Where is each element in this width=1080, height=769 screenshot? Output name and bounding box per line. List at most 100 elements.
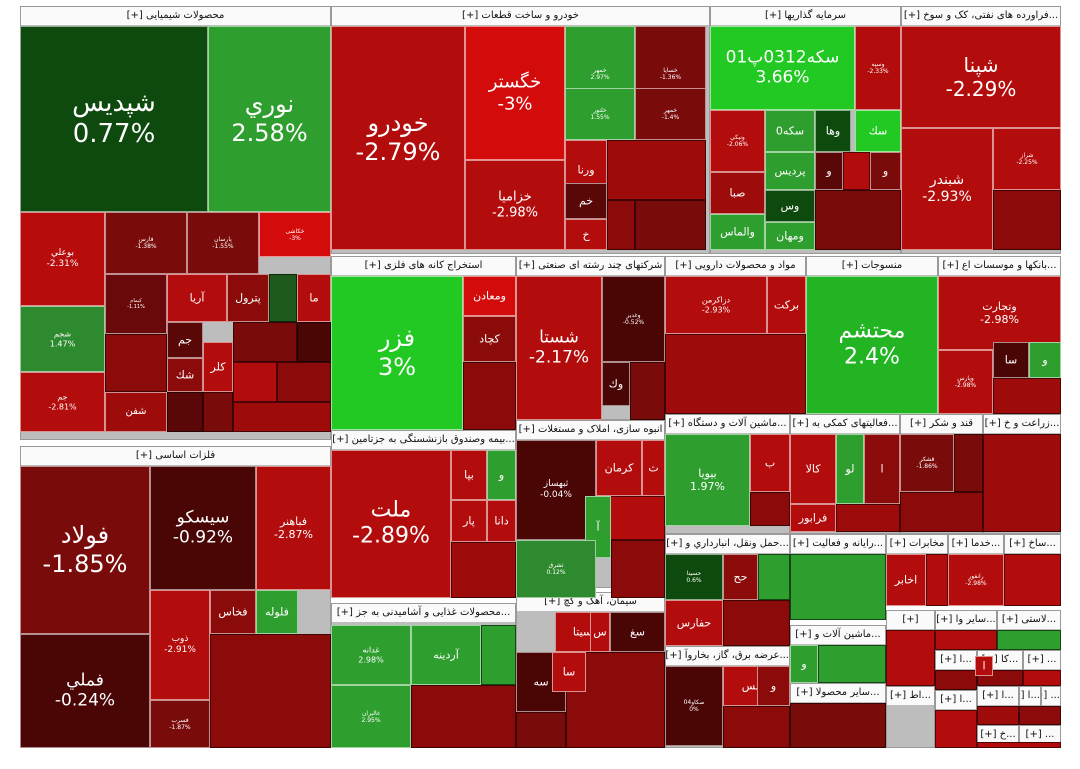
sector-small-8-header[interactable]: ...ا [+] bbox=[978, 687, 1018, 705]
sector-textiles-header[interactable]: منسوجات [+] bbox=[807, 257, 937, 275]
stock-tile[interactable]: خودرو -2.79% bbox=[331, 26, 465, 250]
stock-tile[interactable]: کچاد bbox=[463, 316, 516, 362]
sector-small-2-header[interactable]: ...ا [+] bbox=[936, 651, 976, 669]
stock-tile[interactable]: فارس -1.38% bbox=[105, 212, 187, 274]
stock-tile[interactable]: شك bbox=[167, 358, 203, 392]
sector-telecom-header[interactable]: مخابرات [+] bbox=[887, 535, 947, 553]
sector-small-1-header[interactable]: [+] bbox=[887, 611, 934, 629]
stock-tile[interactable]: ثبهساز -0.04% bbox=[516, 440, 596, 540]
sector-machinery-2-header[interactable]: ...ماشین آلات و [+] bbox=[791, 626, 885, 644]
stock-tile[interactable]: صبا bbox=[710, 172, 765, 214]
stock-tile[interactable]: دزاكرمن -2.93% bbox=[665, 276, 767, 334]
stock-tile[interactable]: آردينه bbox=[411, 625, 481, 685]
stock-tile[interactable]: سكه0312پ01 3.66% bbox=[710, 26, 855, 110]
stock-tile[interactable]: وسپه -2.33% bbox=[855, 26, 901, 110]
stock-tile[interactable]: نوري 2.58% bbox=[208, 26, 331, 212]
sector-refined-petroleum-header[interactable]: ...فراورده های نفتی، کک و سوخ [+] bbox=[902, 7, 1060, 25]
stock-tile[interactable]: وها bbox=[815, 110, 851, 152]
sector-rubber-header[interactable]: ...لاستی [+] bbox=[998, 611, 1060, 629]
sector-investment-header[interactable]: سرمایه گذاریها [+] bbox=[711, 7, 900, 25]
stock-tile[interactable]: خم bbox=[565, 183, 607, 219]
sector-banks-header[interactable]: ...بانکها و موسسات اع [+] bbox=[939, 257, 1060, 275]
stock-tile[interactable]: پار bbox=[451, 500, 487, 542]
stock-tile[interactable]: فزر 3% bbox=[331, 276, 463, 430]
stock-tile[interactable]: خزامیا -2.98% bbox=[465, 160, 565, 250]
stock-tile[interactable]: و bbox=[815, 152, 843, 190]
stock-tile[interactable]: بيويا 1.97% bbox=[665, 434, 750, 526]
stock-tile[interactable]: ا bbox=[864, 434, 900, 504]
stock-tile[interactable]: و bbox=[870, 152, 901, 190]
stock-tile[interactable]: فباهنر -2.87% bbox=[256, 466, 331, 590]
stock-tile[interactable]: ما bbox=[297, 274, 331, 322]
stock-tile[interactable]: لو bbox=[836, 434, 864, 504]
stock-tile[interactable]: كلر bbox=[203, 342, 233, 392]
stock-tile[interactable]: فملي -0.24% bbox=[20, 634, 150, 748]
sector-metal-ores-header[interactable]: استخراج کانه های فلزی [+] bbox=[332, 257, 515, 275]
stock-tile[interactable]: ومهان bbox=[765, 222, 815, 250]
stock-tile[interactable]: قشكر -1.86% bbox=[900, 434, 954, 492]
stock-tile[interactable]: دانا bbox=[487, 500, 516, 542]
stock-tile[interactable]: جم bbox=[167, 322, 203, 358]
sector-small-10-header[interactable]: ... [+] bbox=[1042, 687, 1060, 705]
stock-tile[interactable]: خ bbox=[565, 219, 607, 250]
sector-agriculture-header[interactable]: ...زراعت و خ [+] bbox=[984, 415, 1060, 433]
stock-tile[interactable]: اخابر bbox=[886, 554, 926, 606]
stock-tile[interactable]: ونيكي -2.06% bbox=[710, 110, 765, 172]
stock-tile[interactable]: كالا bbox=[790, 434, 836, 504]
stock-tile[interactable]: سغ bbox=[610, 612, 665, 652]
stock-tile[interactable]: فخاس bbox=[210, 590, 256, 634]
stock-tile[interactable]: و bbox=[757, 666, 790, 706]
stock-tile[interactable]: صكاو04 0% bbox=[665, 666, 723, 746]
stock-tile[interactable]: كيمام -1.11% bbox=[105, 274, 167, 334]
sector-computer-header[interactable]: ...رایانه و فعالیت [+] bbox=[791, 535, 885, 553]
sector-real-estate-header[interactable]: انبوه سازی، املاک و مستغلات [+] bbox=[517, 421, 664, 439]
sector-small-6-header[interactable]: ...خ [+] bbox=[978, 726, 1018, 744]
stock-tile[interactable]: حح bbox=[723, 554, 758, 600]
stock-tile[interactable]: وغدير -0.52% bbox=[602, 276, 665, 362]
stock-tile[interactable]: سا bbox=[993, 342, 1029, 378]
stock-tile[interactable]: ثشرق 0.12% bbox=[516, 540, 596, 598]
stock-tile[interactable]: ا bbox=[975, 656, 993, 676]
stock-tile[interactable]: شبندر -2.93% bbox=[901, 128, 993, 250]
stock-tile[interactable]: كرمان bbox=[596, 440, 642, 496]
sector-other-2-header[interactable]: ...سایر وا [+] bbox=[936, 611, 996, 629]
sector-machinery-header[interactable]: ...ماشین آلات و دستگاه [+] bbox=[666, 415, 789, 433]
stock-tile[interactable]: پترول bbox=[227, 274, 269, 322]
sector-multi-industrial-header[interactable]: شرکتهای چند رشته ای صنعتی [+] bbox=[517, 257, 664, 275]
stock-tile[interactable]: غدانه 2.98% bbox=[331, 625, 411, 685]
stock-tile[interactable]: فلوله bbox=[256, 590, 298, 634]
stock-tile[interactable]: فولاد -1.85% bbox=[20, 466, 150, 634]
stock-tile[interactable]: وپارس -2.98% bbox=[938, 350, 993, 414]
sector-automotive-header[interactable]: خودرو و ساخت قطعات [+] bbox=[332, 7, 709, 25]
stock-tile[interactable]: ث bbox=[642, 440, 665, 496]
stock-tile[interactable]: سا bbox=[552, 652, 586, 692]
stock-tile[interactable]: ذوب -2.91% bbox=[150, 590, 210, 700]
stock-tile[interactable]: وك bbox=[602, 362, 630, 406]
sector-small-11-header[interactable]: ... [+] bbox=[1020, 726, 1060, 744]
stock-tile[interactable]: حفارس bbox=[665, 600, 723, 646]
sector-transport-header[interactable]: ...حمل ونقل، انبارداري و [+] bbox=[666, 535, 789, 553]
stock-tile[interactable]: بركت bbox=[767, 276, 806, 334]
stock-tile[interactable]: خکاشی -3% bbox=[259, 212, 331, 257]
stock-tile[interactable]: و bbox=[1029, 342, 1061, 378]
sector-small-3-header[interactable]: ...اط [+] bbox=[887, 687, 934, 705]
stock-tile[interactable]: محتشم 2.4% bbox=[806, 276, 938, 414]
sector-construction-header[interactable]: ...ساخ [+] bbox=[1005, 535, 1060, 553]
stock-tile[interactable]: حسينا 0.6% bbox=[665, 554, 723, 600]
stock-tile[interactable]: وس bbox=[765, 190, 815, 222]
stock-tile[interactable]: سك bbox=[855, 110, 901, 152]
stock-tile[interactable]: خگستر -3% bbox=[465, 26, 565, 160]
stock-tile[interactable]: شراز -2.25% bbox=[993, 128, 1061, 190]
stock-tile[interactable]: شفن bbox=[105, 392, 167, 432]
sector-small-7-header[interactable]: ...ا [+] bbox=[936, 691, 976, 709]
stock-tile[interactable]: سكه0 bbox=[765, 110, 815, 152]
stock-tile[interactable]: ومعادن bbox=[463, 276, 516, 316]
sector-services-header[interactable]: ...خدما [+] bbox=[949, 535, 1003, 553]
stock-tile[interactable]: آريا bbox=[167, 274, 227, 322]
stock-tile[interactable]: بوعلي -2.31% bbox=[20, 212, 105, 306]
stock-tile[interactable]: پارسان -1.55% bbox=[187, 212, 259, 274]
stock-tile[interactable]: خلنور 1.55% bbox=[565, 88, 635, 140]
stock-tile[interactable]: بپا bbox=[451, 450, 487, 500]
stock-tile[interactable]: وتجارت -2.98% bbox=[938, 276, 1061, 350]
sector-pharma-header[interactable]: مواد و محصولات دارویی [+] bbox=[666, 257, 805, 275]
